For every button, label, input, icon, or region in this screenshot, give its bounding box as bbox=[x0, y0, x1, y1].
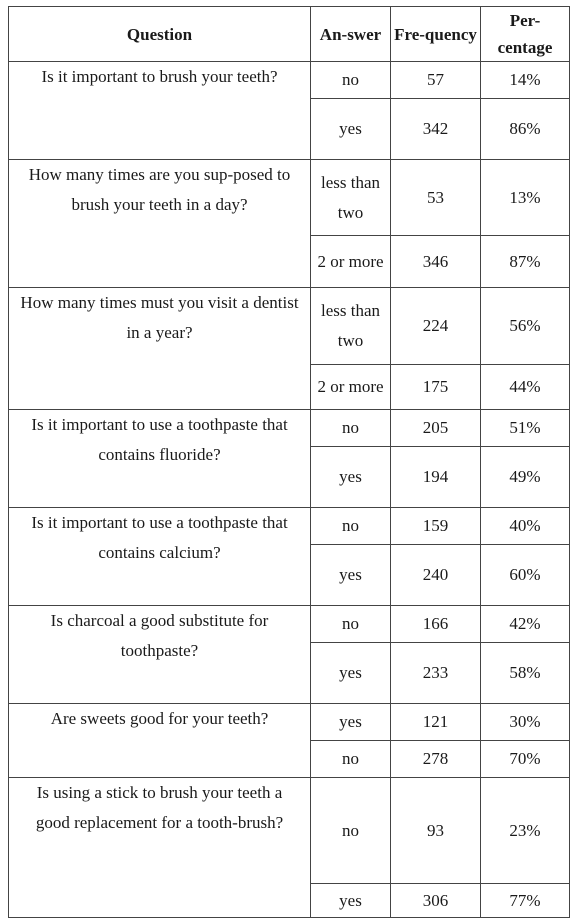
answer-cell: yes bbox=[310, 544, 391, 606]
table-row: Are sweets good for your teeth? yes 121 … bbox=[8, 703, 570, 778]
frequency-cell: 159 bbox=[390, 507, 481, 545]
frequency-cell: 166 bbox=[390, 605, 481, 643]
percentage-cell: 42% bbox=[480, 605, 570, 643]
table-row: yes 342 86% bbox=[9, 98, 570, 160]
question-cell: Are sweets good for your teeth? bbox=[8, 703, 311, 778]
answer-cell: less than two bbox=[310, 159, 391, 236]
percentage-cell: 87% bbox=[480, 235, 570, 288]
percentage-cell: 40% bbox=[480, 507, 570, 545]
answer-cell: yes bbox=[310, 446, 391, 508]
frequency-cell: 240 bbox=[390, 544, 481, 606]
answer-cell: yes bbox=[310, 642, 391, 704]
frequency-cell: 346 bbox=[390, 235, 481, 288]
header-percentage: Per-centage bbox=[480, 6, 570, 62]
table-row: 2 or more 175 44% bbox=[9, 364, 570, 410]
answer-cell: no bbox=[310, 605, 391, 643]
table-row: 2 or more 346 87% bbox=[9, 235, 570, 288]
percentage-cell: 70% bbox=[480, 740, 570, 778]
table-row: Is it important to use a toothpaste that… bbox=[8, 409, 570, 508]
answer-cell: 2 or more bbox=[310, 364, 391, 410]
answer-cell: yes bbox=[310, 883, 391, 918]
percentage-cell: 23% bbox=[480, 777, 570, 884]
table-row: yes 194 49% bbox=[9, 446, 570, 508]
answer-cell: no bbox=[310, 507, 391, 545]
percentage-cell: 77% bbox=[480, 883, 570, 918]
table-row: no 278 70% bbox=[9, 740, 570, 778]
frequency-cell: 57 bbox=[390, 61, 481, 99]
frequency-cell: 342 bbox=[390, 98, 481, 160]
question-cell: Is it important to brush your teeth? bbox=[8, 61, 311, 160]
frequency-cell: 306 bbox=[390, 883, 481, 918]
percentage-cell: 60% bbox=[480, 544, 570, 606]
answer-cell: no bbox=[310, 61, 391, 99]
header-answer: An-swer bbox=[310, 6, 391, 62]
percentage-cell: 56% bbox=[480, 287, 570, 365]
table-row: Is using a stick to brush your teeth a g… bbox=[8, 777, 570, 918]
frequency-cell: 194 bbox=[390, 446, 481, 508]
frequency-cell: 278 bbox=[390, 740, 481, 778]
frequency-cell: 121 bbox=[390, 703, 481, 741]
question-cell: How many times must you visit a dentist … bbox=[8, 287, 311, 410]
frequency-cell: 205 bbox=[390, 409, 481, 447]
percentage-cell: 86% bbox=[480, 98, 570, 160]
answer-cell: yes bbox=[310, 98, 391, 160]
table-row: yes 240 60% bbox=[9, 544, 570, 606]
header-frequency: Fre-quency bbox=[390, 6, 481, 62]
answer-cell: 2 or more bbox=[310, 235, 391, 288]
percentage-cell: 44% bbox=[480, 364, 570, 410]
table-row: How many times are you sup-posed to brus… bbox=[8, 159, 570, 288]
table-row: yes 306 77% bbox=[9, 883, 570, 918]
question-cell: How many times are you sup-posed to brus… bbox=[8, 159, 311, 288]
question-cell: Is charcoal a good substitute for toothp… bbox=[8, 605, 311, 704]
table-row: How many times must you visit a dentist … bbox=[8, 287, 570, 410]
table-row: Is charcoal a good substitute for toothp… bbox=[8, 605, 570, 704]
frequency-cell: 53 bbox=[390, 159, 481, 236]
header-row: Question An-swer Fre-quency Per-centage bbox=[8, 6, 570, 62]
table-row: Is it important to brush your teeth? no … bbox=[8, 61, 570, 160]
percentage-cell: 49% bbox=[480, 446, 570, 508]
question-cell: Is it important to use a toothpaste that… bbox=[8, 409, 311, 508]
answer-cell: less than two bbox=[310, 287, 391, 365]
answer-cell: no bbox=[310, 740, 391, 778]
answer-cell: no bbox=[310, 409, 391, 447]
percentage-cell: 58% bbox=[480, 642, 570, 704]
table-row: Is it important to use a toothpaste that… bbox=[8, 507, 570, 606]
percentage-cell: 14% bbox=[480, 61, 570, 99]
frequency-cell: 224 bbox=[390, 287, 481, 365]
survey-results-table: Question An-swer Fre-quency Per-centage … bbox=[8, 6, 570, 918]
percentage-cell: 30% bbox=[480, 703, 570, 741]
frequency-cell: 175 bbox=[390, 364, 481, 410]
table-row: yes 233 58% bbox=[9, 642, 570, 704]
header-question: Question bbox=[8, 6, 311, 62]
percentage-cell: 13% bbox=[480, 159, 570, 236]
question-cell: Is using a stick to brush your teeth a g… bbox=[8, 777, 311, 918]
answer-cell: yes bbox=[310, 703, 391, 741]
answer-cell: no bbox=[310, 777, 391, 884]
frequency-cell: 233 bbox=[390, 642, 481, 704]
percentage-cell: 51% bbox=[480, 409, 570, 447]
question-cell: Is it important to use a toothpaste that… bbox=[8, 507, 311, 606]
frequency-cell: 93 bbox=[390, 777, 481, 884]
